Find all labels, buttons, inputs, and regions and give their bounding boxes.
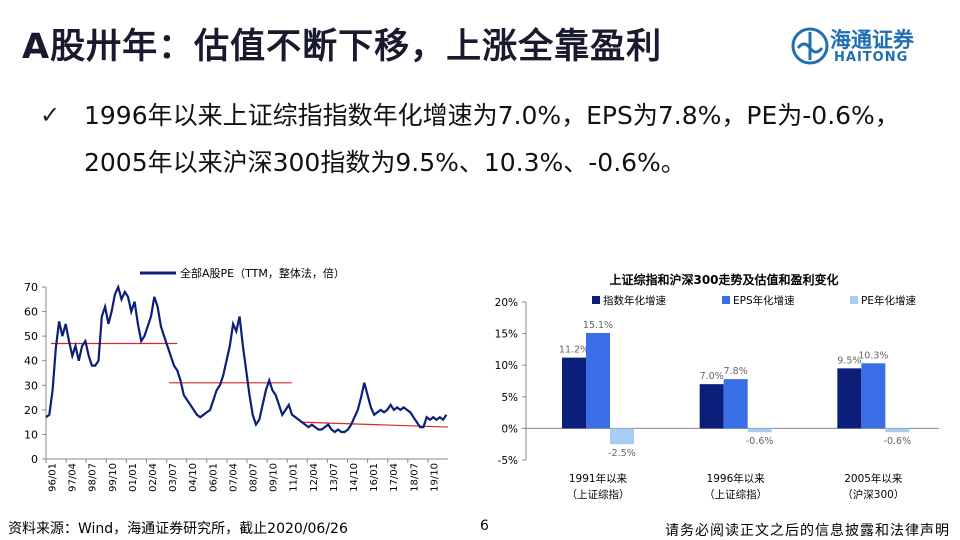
x-tick-label: 01/01 xyxy=(128,463,139,492)
data-label: -0.6% xyxy=(746,436,774,447)
source-note: 资料来源：Wind，海通证券研究所，截止2020/06/26 xyxy=(8,521,348,537)
category-label: 1991年以来 xyxy=(569,472,628,485)
x-tick-label: 14/10 xyxy=(349,463,360,492)
pe-line-chart: 全部A股PE（TTM，整体法，倍） 0 10 20 30 40 50 60 70 96/01 97/… xyxy=(24,266,449,492)
x-tick-label: 17/04 xyxy=(389,463,400,492)
data-label: 9.5% xyxy=(837,355,861,366)
x-tick-label: 98/07 xyxy=(88,463,99,492)
y-tick-label: 50 xyxy=(24,330,38,343)
data-label: 15.1% xyxy=(583,320,613,331)
data-label: -2.5% xyxy=(608,448,636,459)
bar xyxy=(723,379,748,429)
category-label: 1996年以来 xyxy=(707,472,766,485)
data-label: 7.0% xyxy=(700,371,724,382)
legend-label: 指数年化增速 xyxy=(603,294,666,307)
data-label: 11.2% xyxy=(559,345,589,356)
legend-swatch xyxy=(850,296,858,304)
legend-label: 全部A股PE（TTM，整体法，倍） xyxy=(180,266,345,280)
data-label: 10.3% xyxy=(858,350,888,361)
pe-series-line xyxy=(45,283,448,434)
bar xyxy=(610,428,634,445)
bar xyxy=(837,368,862,429)
x-tick-label: 19/10 xyxy=(429,463,440,492)
bar-chart-title: 上证综指和沪深300走势及估值和盈利变化 xyxy=(609,272,838,287)
y-tick-label: 60 xyxy=(24,306,38,319)
bar xyxy=(562,357,586,429)
y-tick-label: 10 xyxy=(24,428,38,441)
x-tick-label: 09/10 xyxy=(269,463,280,492)
check-icon: ✓ xyxy=(40,101,61,129)
x-tick-label: 16/01 xyxy=(369,463,380,492)
x-tick-label: 08/07 xyxy=(249,463,260,492)
bar xyxy=(747,428,772,433)
y-tick-label: 10% xyxy=(495,360,518,372)
y-tick-label: 5% xyxy=(501,392,518,404)
x-tick-label: 03/07 xyxy=(168,463,179,492)
y-tick-label: 0% xyxy=(501,423,518,435)
disclaimer: 请务必阅读正文之后的信息披露和法律声明 xyxy=(665,523,950,539)
category-label: 2005年以来 xyxy=(844,472,903,485)
bar xyxy=(861,363,886,429)
legend-swatch xyxy=(592,296,600,304)
y-tick-label: 0 xyxy=(31,453,38,466)
y-tick-label: 20 xyxy=(24,404,38,417)
logo-text-cn: 海通证券 xyxy=(830,28,914,52)
legend-label: EPS年化增速 xyxy=(733,294,795,307)
bullet-text: 1996年以来上证综指指数年化增速为7.0%，EPS为7.8%，PE为-0.6%… xyxy=(84,101,900,177)
data-label: -0.6% xyxy=(884,436,912,447)
y-tick-label: 30 xyxy=(24,379,38,392)
haitong-logo-icon xyxy=(791,27,829,65)
x-tick-label: 99/10 xyxy=(108,463,119,492)
y-tick-label: 70 xyxy=(24,281,38,294)
x-tick-label: 02/04 xyxy=(148,463,159,492)
legend-label: PE年化增速 xyxy=(861,294,916,307)
x-tick-label: 06/01 xyxy=(208,463,219,492)
y-tick-label: 20% xyxy=(495,297,518,309)
logo-text-en: HAITONG xyxy=(834,50,909,65)
x-tick-label: 97/04 xyxy=(68,463,79,492)
category-sublabel: （上证综指） xyxy=(704,488,767,501)
bar xyxy=(699,384,724,429)
y-tick-label: 15% xyxy=(495,329,518,341)
x-tick-label: 13/07 xyxy=(329,463,340,492)
y-tick-label: 40 xyxy=(24,355,38,368)
page-number: 6 xyxy=(480,518,489,534)
x-tick-label: 18/07 xyxy=(409,463,420,492)
x-tick-label: 12/04 xyxy=(309,463,320,492)
x-tick-label: 11/01 xyxy=(289,463,300,492)
x-tick-label: 04/10 xyxy=(188,463,199,492)
bar xyxy=(885,428,910,433)
y-tick-label: -5% xyxy=(498,455,518,467)
category-sublabel: （上证综指） xyxy=(567,488,630,501)
data-label: 7.8% xyxy=(724,366,748,377)
legend-swatch xyxy=(722,296,730,304)
category-sublabel: （沪深300） xyxy=(842,488,904,501)
x-tick-label: 96/01 xyxy=(48,463,59,492)
page-title: A股卅年：估值不断下移，上涨全靠盈利 xyxy=(22,27,663,67)
x-tick-label: 07/04 xyxy=(228,463,239,492)
bar xyxy=(586,332,610,429)
